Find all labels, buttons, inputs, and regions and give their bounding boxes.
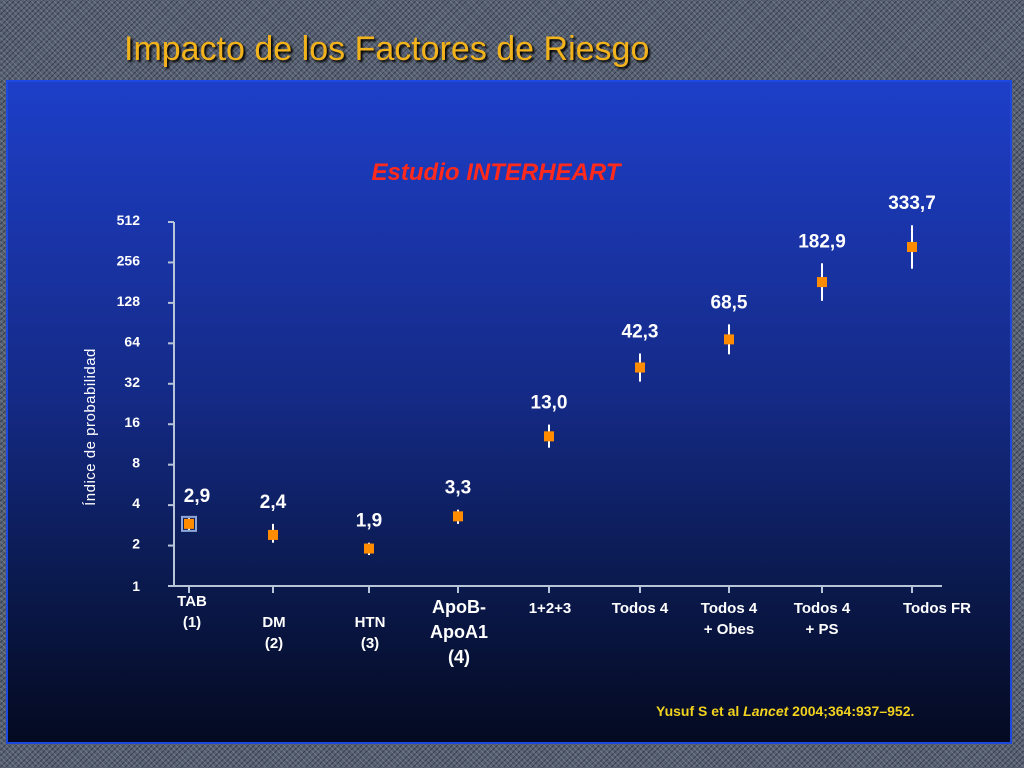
y-tick-label-128: 128 [117,293,141,309]
y-tick-label-256: 256 [117,252,141,268]
value-label-2: 2,4 [260,492,287,513]
x-category-label-1-2-3: 1+2+3 [529,600,572,617]
x-category-line: + Obes [704,621,754,638]
chart-panel: Estudio INTERHEART Índice de probabilida… [6,80,1012,744]
point-highlight-frame [181,515,197,532]
x-category-line: ApoA1 [430,622,488,642]
y-tick-label-32: 32 [124,374,140,390]
data-point-7 [724,334,734,345]
x-category-line: (4) [448,647,470,667]
x-ticks: TAB (1) DM (2) HTN (3) ApoB- ApoA1 (4) 1+2+3 Todos… [177,586,971,667]
x-category-line: (2) [265,635,283,652]
y-tick-label-8: 8 [132,455,140,471]
value-label-9: 333,7 [888,193,936,214]
data-point-6 [635,362,645,373]
y-ticks: 1 2 4 8 16 32 64 128 256 512 [117,212,174,594]
data-point-1 [184,518,194,529]
data-point-8 [817,277,827,288]
x-category-line: Todos 4 [701,600,758,617]
x-category-line: ApoB- [432,597,486,617]
x-category-label-todos-4-obes: Todos 4 + Obes [701,600,758,638]
y-tick-label-4: 4 [132,495,140,511]
x-category-label-dm-2: DM (2) [262,614,285,652]
data-points: 2,9 2,4 1,9 3,3 13,0 42,3 68,5 182,9 333,7 [181,193,936,556]
odds-ratio-chart: Estudio INTERHEART Índice de probabilida… [82,159,971,667]
value-label-6: 42,3 [622,321,659,342]
x-category-line: TAB [177,593,207,610]
data-point-4 [453,511,463,522]
data-point-2 [268,529,278,540]
x-category-line: HTN [355,614,386,631]
value-label-7: 68,5 [711,292,748,313]
x-category-line: 1+2+3 [529,600,572,617]
x-category-line: Todos 4 [794,600,851,617]
value-label-4: 3,3 [445,478,471,499]
x-category-line: Todos FR [903,600,971,617]
x-category-line: DM [262,614,285,631]
x-category-line: + PS [806,621,839,638]
data-point-5 [544,431,554,442]
x-category-line: (3) [361,635,379,652]
x-category-label-tab-1: TAB (1) [177,593,207,631]
value-label-5: 13,0 [531,393,568,414]
x-category-label-todos-4: Todos 4 [612,600,669,617]
citation: Yusuf S et al Lancet 2004;364:937–952. [656,703,914,719]
x-category-label-todos-4-ps: Todos 4 + PS [794,600,851,638]
data-point-3 [364,543,374,554]
slide-title: Impacto de los Factores de Riesgo [124,30,650,68]
y-axis-label: Índice de probabilidad [82,348,99,506]
y-tick-label-1: 1 [132,578,140,594]
x-category-line: (1) [183,614,201,631]
value-label-3: 1,9 [356,511,382,532]
x-category-line: Todos 4 [612,600,669,617]
citation-authors: Yusuf S et al [656,703,744,719]
chart-title: Estudio INTERHEART [372,159,623,186]
value-label-8: 182,9 [798,231,846,252]
y-tick-label-2: 2 [132,536,140,552]
citation-journal: Lancet [743,703,789,719]
citation-details: 2004;364:937–952. [788,703,915,719]
x-category-label-apob-apoa1-4: ApoB- ApoA1 (4) [430,597,488,667]
data-point-9 [907,241,917,252]
y-tick-label-64: 64 [124,333,140,349]
x-category-label-todos-fr: Todos FR [903,600,971,617]
x-category-label-htn-3: HTN (3) [355,614,386,652]
y-tick-label-512: 512 [117,212,141,228]
y-tick-label-16: 16 [124,414,140,430]
value-label-1: 2,9 [184,486,210,507]
